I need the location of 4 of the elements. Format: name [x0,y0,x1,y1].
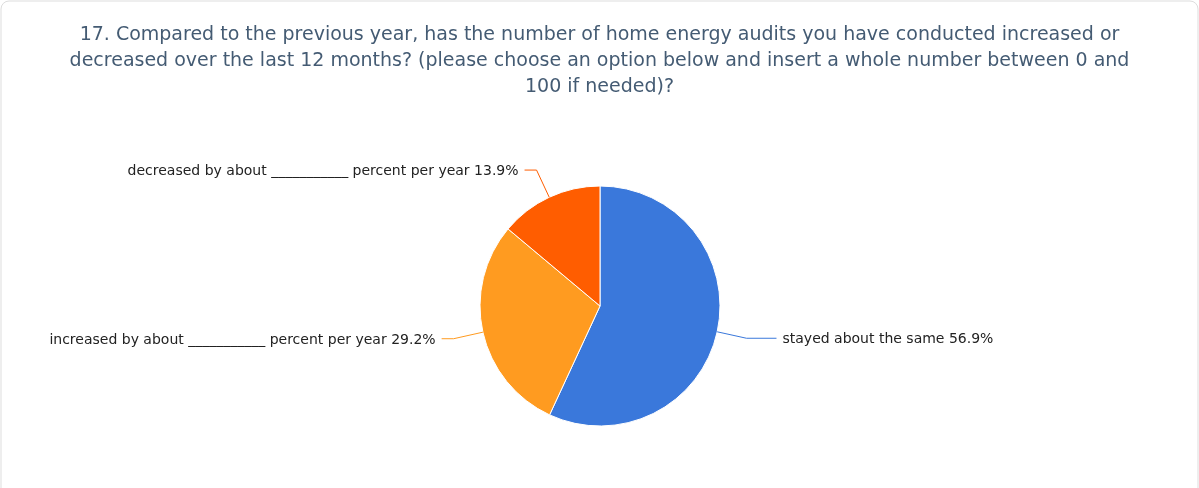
slice-label: increased by about ___________ percent per year 29.2% [49,330,436,347]
slice-label: decreased by about ___________ percent per year 13.9% [127,161,519,178]
slice-label: stayed about the same 56.9% [782,330,994,347]
chart-title: 17. Compared to the previous year, has the number of home energy audits you have conducted increased or decreased over the last 12 months? (please choose an option below and insert a whole number between 0 and 100 if needed)? [69,22,1130,96]
